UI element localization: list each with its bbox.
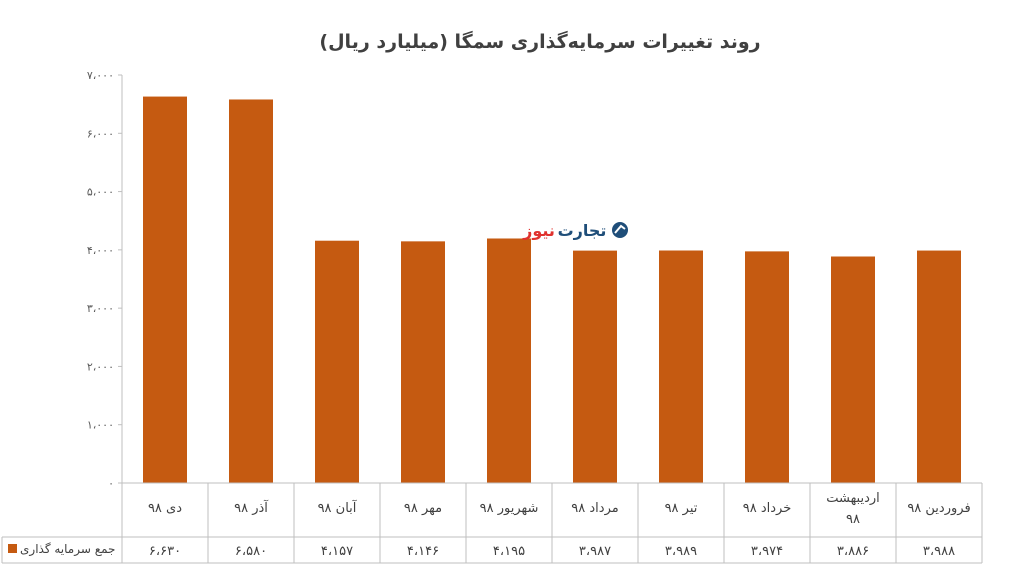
category-label: ۹۸ bbox=[846, 512, 860, 527]
value-label: ۳،۹۸۸ bbox=[923, 544, 955, 559]
watermark-text-b: تجارت bbox=[558, 221, 607, 240]
bar bbox=[229, 99, 273, 483]
category-label: مرداد ۹۸ bbox=[571, 501, 618, 516]
watermark: نیوز تجارت bbox=[522, 221, 628, 240]
legend-label: جمع سرمایه گذاری bbox=[20, 542, 115, 557]
bar bbox=[917, 250, 961, 483]
category-label: دی ۹۸ bbox=[148, 501, 182, 516]
bar bbox=[659, 250, 703, 483]
value-label: ۴،۱۵۷ bbox=[321, 544, 353, 559]
category-label: شهریور ۹۸ bbox=[480, 501, 539, 516]
bar bbox=[831, 256, 875, 483]
data-table: فروردین ۹۸ ۳،۹۸۸ اردیبهشت ۹۸ ۳،۸۸۶ خرداد ۹۸ ۳،… bbox=[1, 482, 983, 564]
category-label: خرداد ۹۸ bbox=[743, 501, 792, 516]
y-axis: ۰ ۱،۰۰۰ ۲،۰۰۰ ۳،۰۰۰ ۴،۰۰۰ ۵،۰۰۰ ۶،۰۰۰ ۷،۰۰۰ bbox=[87, 69, 123, 490]
tejarat-news-logo-icon bbox=[612, 222, 628, 238]
category-label: فروردین ۹۸ bbox=[907, 501, 970, 516]
bar bbox=[401, 241, 445, 483]
value-label: ۳،۹۸۷ bbox=[579, 544, 611, 559]
value-label: ۶،۵۸۰ bbox=[235, 544, 267, 559]
y-tick-label: ۲،۰۰۰ bbox=[87, 360, 114, 373]
category-label: تیر ۹۸ bbox=[665, 501, 698, 516]
value-label: ۴،۱۴۶ bbox=[407, 544, 439, 559]
category-label: آبان ۹۸ bbox=[318, 499, 358, 516]
y-tick-label: ۵،۰۰۰ bbox=[87, 186, 114, 199]
chart-title: روند تغییرات سرمایه‌گذاری سمگا (میلیارد … bbox=[319, 30, 760, 53]
category-label: اردیبهشت bbox=[826, 491, 880, 506]
y-tick-label: ۶،۰۰۰ bbox=[87, 127, 114, 140]
bar bbox=[573, 250, 617, 483]
bar bbox=[143, 96, 187, 484]
bar bbox=[315, 240, 359, 483]
y-tick-label: ۱،۰۰۰ bbox=[87, 419, 114, 432]
value-label: ۶،۶۳۰ bbox=[149, 544, 181, 559]
y-tick-label: ۴،۰۰۰ bbox=[87, 244, 114, 257]
y-tick-label: ۳،۰۰۰ bbox=[87, 302, 114, 315]
watermark-text-a: نیوز bbox=[522, 221, 555, 240]
bars-group bbox=[143, 96, 961, 484]
category-label: مهر ۹۸ bbox=[404, 501, 442, 516]
y-tick-label: ۰ bbox=[108, 477, 114, 490]
category-label: آذر ۹۸ bbox=[234, 499, 269, 516]
bar bbox=[487, 238, 531, 483]
value-label: ۳،۹۷۴ bbox=[751, 544, 783, 559]
value-label: ۴،۱۹۵ bbox=[493, 544, 525, 559]
bar bbox=[745, 251, 789, 483]
legend-swatch bbox=[8, 544, 17, 553]
value-label: ۳،۹۸۹ bbox=[665, 544, 697, 559]
value-label: ۳،۸۸۶ bbox=[837, 544, 869, 559]
y-tick-label: ۷،۰۰۰ bbox=[87, 69, 114, 82]
